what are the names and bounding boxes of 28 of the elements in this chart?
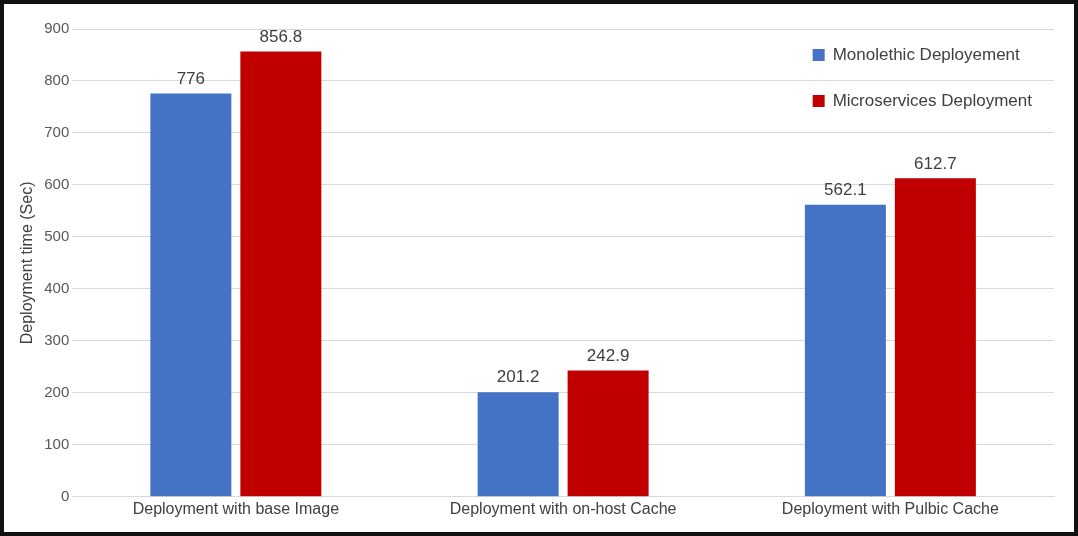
legend-label: Monolethic Deployement bbox=[832, 44, 1021, 64]
y-tick-label: 400 bbox=[44, 279, 70, 297]
y-tick-label: 100 bbox=[44, 434, 70, 452]
data-label: 776 bbox=[176, 68, 206, 88]
data-label: 242.9 bbox=[586, 345, 630, 365]
y-axis-title: Deployment time (Sec) bbox=[18, 181, 36, 345]
bar bbox=[477, 392, 559, 497]
y-tick-label: 900 bbox=[44, 19, 70, 37]
bar bbox=[567, 370, 649, 497]
x-tick-label: Deployment with Pulbic Cache bbox=[781, 499, 999, 517]
legend-label: Microservices Deployment bbox=[832, 90, 1033, 110]
y-tick-label: 800 bbox=[44, 71, 70, 89]
data-label: 612.7 bbox=[914, 153, 957, 173]
x-tick-label: Deployment with on-host Cache bbox=[449, 499, 677, 517]
data-label: 201.2 bbox=[496, 367, 540, 387]
bar bbox=[240, 51, 322, 497]
y-tick-label: 500 bbox=[44, 227, 70, 245]
bar bbox=[894, 178, 976, 497]
bar bbox=[804, 204, 886, 497]
x-tick-label: Deployment with base Image bbox=[132, 499, 340, 517]
y-tick-label: 0 bbox=[60, 486, 70, 504]
bar bbox=[150, 93, 232, 497]
data-label: 856.8 bbox=[259, 26, 303, 46]
data-label: 562.1 bbox=[824, 179, 867, 199]
y-tick-label: 300 bbox=[44, 331, 70, 349]
y-tick-label: 600 bbox=[44, 175, 70, 193]
y-tick-label: 700 bbox=[44, 123, 70, 141]
y-tick-label: 200 bbox=[44, 382, 70, 400]
